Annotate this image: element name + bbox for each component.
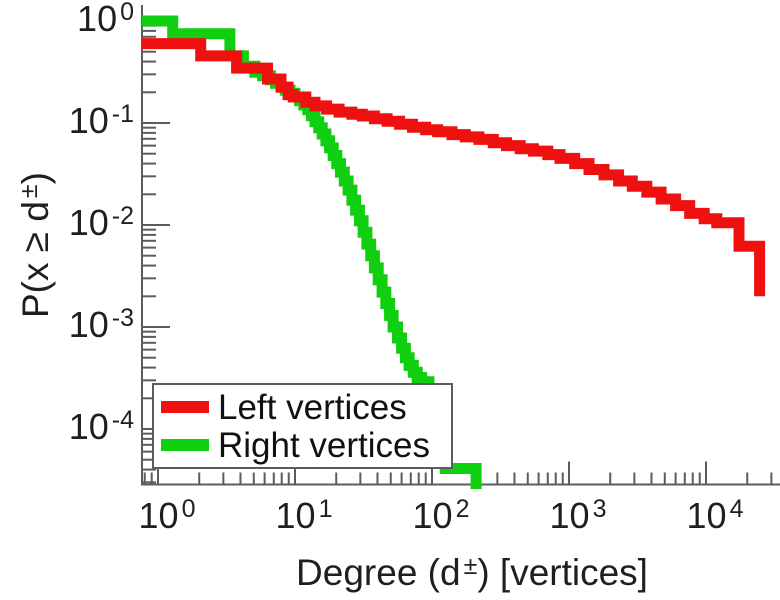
x-axis-label-sup: ± — [463, 551, 478, 580]
y-tick-label: 10 -4 — [68, 405, 134, 447]
data-curves — [141, 15, 766, 489]
x-tick-label: 10 3 — [549, 494, 607, 536]
x-tick-label: 10 2 — [412, 494, 470, 536]
legend-item-right-vertices: Right vertices — [161, 428, 451, 463]
x-axis-label-rest: ) [vertices] — [477, 552, 648, 593]
y-axis-label-rest: ) — [15, 172, 56, 185]
legend: Left vertices Right vertices — [152, 383, 453, 469]
y-tick-label: 10 -2 — [68, 201, 134, 243]
y-axis-label-sup: ± — [14, 184, 43, 199]
x-tick-label: 10 4 — [686, 494, 744, 536]
x-tick-label: 10 1 — [275, 494, 333, 536]
x-axis-label: Degree (d ±) [vertices] — [296, 552, 648, 594]
legend-swatch-right-vertices — [161, 439, 209, 451]
y-tick-label: 10 -1 — [68, 99, 134, 141]
legend-label-left-vertices: Left vertices — [218, 387, 407, 427]
legend-swatch-left-vertices — [161, 401, 209, 413]
y-axis-label: P(x ≥ d ±) — [15, 85, 57, 405]
x-axis-label-text: Degree (d — [296, 552, 461, 593]
legend-item-left-vertices: Left vertices — [161, 390, 451, 425]
y-axis-label-text: P(x ≥ d — [15, 201, 56, 319]
x-tick-label: 10 0 — [138, 494, 196, 536]
y-tick-label: 10 0 — [77, 0, 134, 39]
y-tick-label: 10 -3 — [68, 303, 134, 345]
legend-label-right-vertices: Right vertices — [218, 425, 431, 465]
series-left-vertices — [141, 38, 766, 297]
